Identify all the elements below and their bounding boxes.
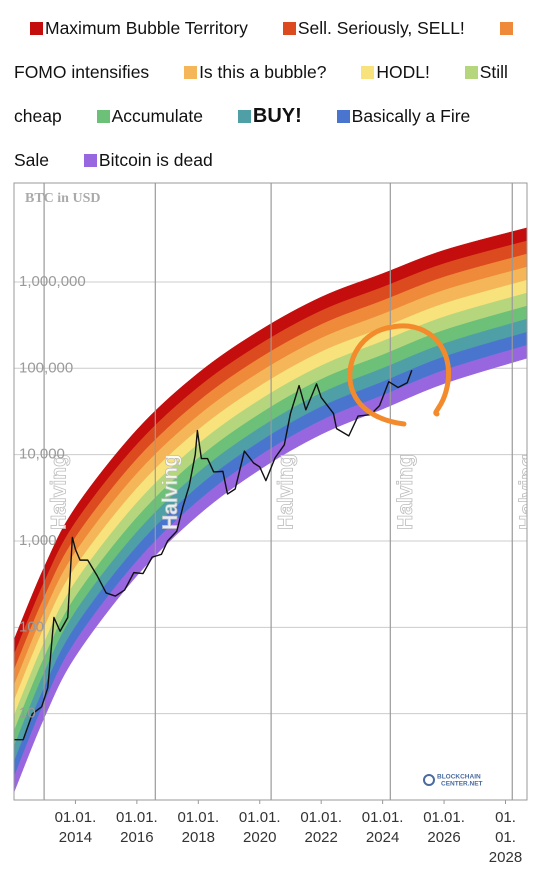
x-tick-label: 01.01. 2018 [177,809,219,846]
y-tick-label: 100 [19,618,44,635]
x-tick-label: 01.01. 2026 [423,809,465,846]
halving-label: Halving [394,454,417,530]
legend-item: FOMO intensifies [14,18,515,82]
x-tick-line: 01.01. [423,809,465,826]
x-tick-line: 01.01. [177,809,219,826]
legend-label: Sell. Seriously, SELL! [297,18,465,38]
x-tick-line: 01.01. [239,809,281,826]
watermark-icon [423,774,435,786]
legend-item: HODL! [361,62,430,82]
x-tick-label: 01.01. 2020 [239,809,281,846]
halving-label: Halving [275,454,298,530]
legend-label: Accumulate [111,106,203,126]
y-tick-label: 100,000 [19,359,73,376]
legend-swatch [336,110,350,123]
legend-label: BUY! [252,105,302,127]
x-tick-line: 2016 [120,829,153,846]
y-tick-label: 1,000,000 [19,273,86,290]
x-tick-label: 01.01. 2014 [55,809,97,846]
halving-label: Halving [159,454,182,530]
y-axis-label: BTC in USD [25,191,100,206]
x-tick-label: 01. 01. 2028 [489,809,522,866]
halving-label: Halving [516,454,539,530]
legend-label: Is this a bubble? [199,62,327,82]
legend-item: Is this a bubble? [184,62,327,82]
x-tick-line: 01.01. [116,809,158,826]
y-tick-label: 10,000 [19,446,65,463]
watermark-text: CENTER.NET [441,781,483,788]
legend-swatch [464,66,478,79]
y-tick-label: 10 [19,705,36,722]
x-tick-line: 01. [495,829,516,846]
legend-item: Bitcoin is dead [83,150,213,170]
legend-swatch [282,22,296,35]
legend-swatch [83,154,97,167]
legend-label: Basically a Fire Sale [14,106,471,170]
x-tick-label: 01.01. 2016 [116,809,158,846]
x-tick-line: 2014 [59,829,92,846]
watermark-text: BLOCKCHAIN [437,774,481,781]
legend-swatch [30,22,43,35]
price-layer [14,369,413,741]
legend-item: Maximum Bubble Territory [30,18,248,38]
legend: Maximum Bubble Territory Sell. Seriously… [14,6,524,182]
price-line [14,369,413,741]
x-tick-label: 01.01. 2022 [300,809,342,846]
x-tick-label: 01.01. 2024 [362,809,404,846]
x-tick-line: 2022 [304,829,337,846]
watermark: BLOCKCHAIN CENTER.NET [423,774,483,788]
legend-swatch [499,22,513,35]
rainbow-band [14,344,527,793]
legend-item: Sell. Seriously, SELL! [282,18,465,38]
x-tick-line: 2028 [489,849,522,866]
legend-swatch [361,66,375,79]
annotation-circle [347,323,452,427]
x-tick-line: 2018 [182,829,215,846]
x-tick-line: 01.01. [55,809,97,826]
legend-label: Maximum Bubble Territory [45,18,248,38]
legend-label: Still cheap [14,62,508,126]
x-tick-line: 01.01. [362,809,404,826]
x-tick-line: 01. [495,809,516,826]
legend-label: Bitcoin is dead [98,150,213,170]
x-tick-line: 2024 [366,829,399,846]
halving-label: Halving [48,454,71,530]
legend-item: Still cheap [14,62,508,126]
legend-swatch [96,110,110,123]
x-tick-line: 2020 [243,829,276,846]
legend-swatch [237,110,251,123]
legend-label: HODL! [376,62,430,82]
legend-label: FOMO intensifies [14,62,150,82]
plot-frame [13,182,528,801]
x-tick-line: 01.01. [300,809,342,826]
legend-item: BUY! [237,105,302,127]
y-tick-label: 1,000 [19,532,57,549]
legend-swatch [184,66,198,79]
x-tick-line: 2026 [427,829,460,846]
legend-item: Accumulate [96,106,203,126]
legend-item: Basically a Fire Sale [14,106,470,170]
halvings: Halving Halving Halving Halving Halving [43,183,539,800]
